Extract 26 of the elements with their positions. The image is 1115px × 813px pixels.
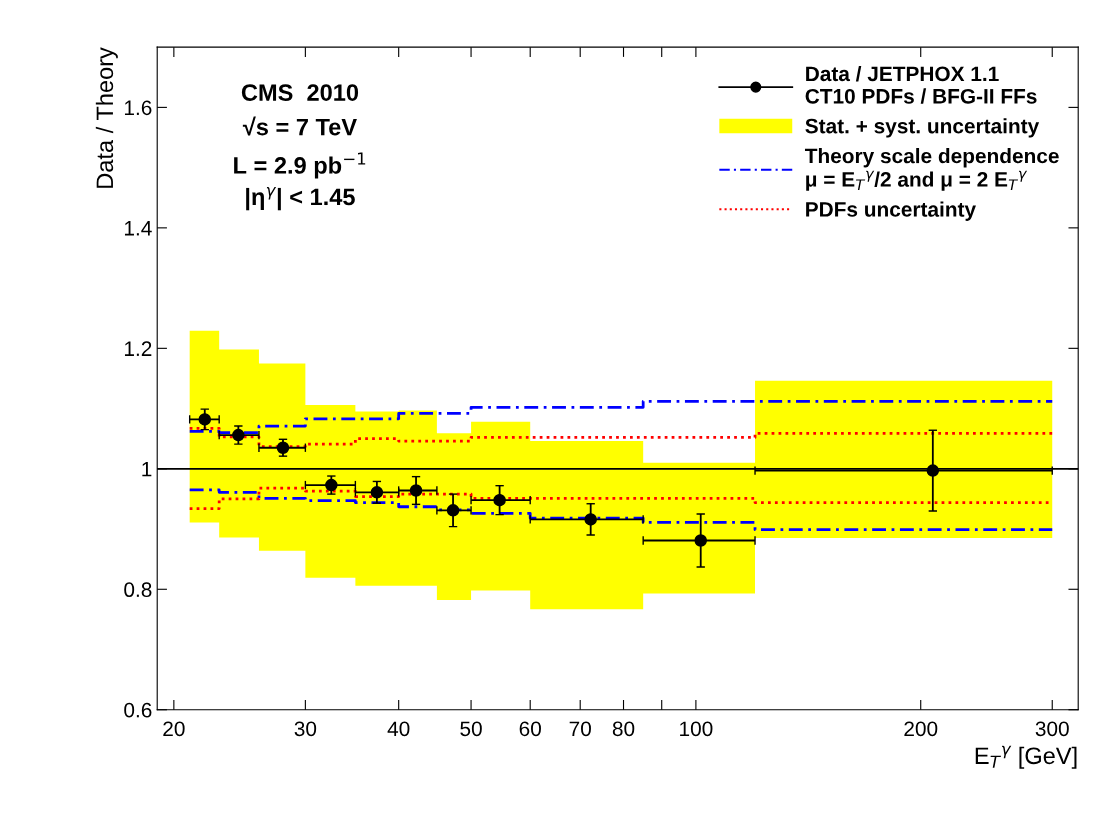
x-tick-label: 100 bbox=[680, 721, 713, 737]
annotation: |η$^{γ}$| < 1.45 bbox=[246, 186, 355, 211]
x-tick-label: 50 bbox=[460, 721, 482, 737]
y-tick-label: 1.2 bbox=[124, 341, 152, 356]
y-axis-title: Data / Theory bbox=[95, 47, 118, 188]
legend-label: Stat. + syst. uncertainty bbox=[805, 118, 1040, 138]
x-tick-label: 200 bbox=[904, 721, 938, 737]
x-tick-label: 70 bbox=[569, 721, 591, 737]
x-tick-label: 40 bbox=[387, 721, 410, 737]
legend-label: Theory scale dependence μ = E$_{T}$$^{γ}$/2 and μ = 2 E$_{T}$$^{γ}$ bbox=[804, 148, 1059, 191]
x-tick-label: 300 bbox=[1035, 721, 1069, 737]
annotation: √s = 7 TeV bbox=[242, 116, 357, 136]
annotation: CMS 2010 bbox=[241, 84, 359, 101]
y-tick-label: 1.4 bbox=[124, 221, 152, 236]
y-tick-label: 0.8 bbox=[124, 582, 152, 598]
y-tick-label: 1 bbox=[142, 462, 152, 477]
annotation: L = 2.9 pb$^{−1}$ bbox=[234, 152, 366, 179]
x-tick-label: 20 bbox=[163, 721, 185, 737]
x-tick-label: 80 bbox=[612, 721, 635, 737]
y-tick-label: 0.6 bbox=[124, 702, 152, 718]
x-tick-label: 30 bbox=[294, 721, 317, 737]
y-tick-label: 1.6 bbox=[124, 100, 152, 116]
x-tick-label: 60 bbox=[519, 721, 541, 737]
legend-label: Data / JETPHOX 1.1 CT10 PDFs / BFG-II FFs bbox=[805, 65, 1037, 104]
legend-label: PDFs uncertainty bbox=[806, 201, 976, 221]
x-axis-title: E$_{T}$$^{γ}$ [GeV] bbox=[975, 745, 1077, 769]
